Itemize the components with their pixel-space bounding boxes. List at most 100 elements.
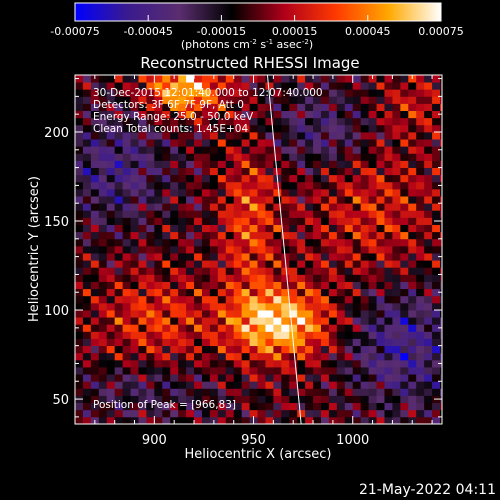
heatmap-cell xyxy=(154,124,163,133)
heatmap-cell xyxy=(416,395,425,404)
heatmap-cell xyxy=(305,367,314,375)
heatmap-cell xyxy=(408,210,417,218)
heatmap-cell xyxy=(114,217,124,225)
heatmap-cell xyxy=(122,402,131,411)
heatmap-cell xyxy=(225,345,235,354)
heatmap-cell xyxy=(273,267,282,275)
heatmap-cell xyxy=(162,181,171,190)
heatmap-cell xyxy=(130,153,139,161)
heatmap-cell xyxy=(336,302,346,311)
heatmap-cell xyxy=(122,416,131,424)
heatmap-cell xyxy=(408,167,417,176)
heatmap-cell xyxy=(162,117,171,126)
heatmap-cell xyxy=(328,224,338,233)
heatmap-cell xyxy=(178,103,187,112)
heatmap-cell xyxy=(194,153,203,161)
heatmap-cell xyxy=(328,317,338,325)
heatmap-cell xyxy=(305,416,314,424)
heatmap-cell xyxy=(257,331,266,339)
heatmap-cell xyxy=(368,217,377,225)
heatmap-cell xyxy=(257,153,266,161)
heatmap-cell xyxy=(265,274,274,282)
heatmap-cell xyxy=(376,89,385,97)
heatmap-cell xyxy=(257,281,266,290)
heatmap-cell xyxy=(289,210,298,218)
heatmap-cell xyxy=(384,359,393,368)
heatmap-cell xyxy=(352,388,362,396)
heatmap-cell xyxy=(241,131,250,140)
info-counts: Clean Total counts: 1.45E+04 xyxy=(93,123,248,135)
heatmap-cell xyxy=(376,146,385,154)
heatmap-cell xyxy=(257,374,266,382)
heatmap-cell xyxy=(130,160,139,168)
heatmap-cell xyxy=(289,381,298,389)
heatmap-cell xyxy=(98,96,108,104)
heatmap-cell xyxy=(376,210,385,218)
heatmap-cell xyxy=(209,117,219,126)
heatmap-cell xyxy=(201,139,211,147)
heatmap-cell xyxy=(98,188,108,197)
heatmap-cell xyxy=(416,131,425,140)
heatmap-cell xyxy=(432,238,441,247)
heatmap-cell xyxy=(336,188,346,197)
heatmap-cell xyxy=(432,231,441,240)
heatmap-cell xyxy=(154,103,163,112)
heatmap-cell xyxy=(146,75,155,83)
heatmap-cell xyxy=(392,245,401,254)
heatmap-cell xyxy=(352,196,362,204)
heatmap-cell xyxy=(249,338,258,347)
heatmap-cell xyxy=(424,174,433,183)
heatmap-cell xyxy=(432,260,441,268)
heatmap-cell xyxy=(138,367,147,375)
heatmap-cell xyxy=(178,231,187,240)
heatmap-cell xyxy=(82,317,92,325)
heatmap-cell xyxy=(130,317,139,325)
heatmap-cell xyxy=(146,117,155,126)
heatmap-cell xyxy=(400,374,409,382)
heatmap-cell xyxy=(249,402,258,411)
heatmap-cell xyxy=(344,117,354,126)
heatmap-cell xyxy=(336,245,346,254)
heatmap-cell xyxy=(400,274,409,282)
heatmap-cell xyxy=(273,131,282,140)
heatmap-cell xyxy=(352,75,362,83)
heatmap-cell xyxy=(392,238,401,247)
heatmap-cell xyxy=(273,188,282,197)
heatmap-cell xyxy=(352,267,362,275)
heatmap-cell xyxy=(138,139,147,147)
heatmap-cell xyxy=(217,274,227,282)
heatmap-cell xyxy=(233,395,243,404)
heatmap-image xyxy=(75,75,442,424)
heatmap-cell xyxy=(90,245,100,254)
heatmap-cell xyxy=(194,267,203,275)
heatmap-cell xyxy=(201,96,211,104)
heatmap-cell xyxy=(217,82,227,90)
heatmap-cell xyxy=(138,281,147,290)
heatmap-cell xyxy=(98,217,108,225)
heatmap-cell xyxy=(384,203,393,211)
heatmap-cell xyxy=(400,281,409,290)
heatmap-cell xyxy=(384,402,393,411)
heatmap-cell xyxy=(114,231,124,240)
heatmap-cell xyxy=(146,253,155,261)
heatmap-cell xyxy=(154,409,163,418)
heatmap-cell xyxy=(178,203,187,211)
heatmap-cell xyxy=(217,224,227,233)
heatmap-cell xyxy=(146,167,155,176)
heatmap-cell xyxy=(400,210,409,218)
heatmap-cell xyxy=(82,295,92,304)
heatmap-cell xyxy=(146,260,155,268)
heatmap-cell xyxy=(201,267,211,275)
heatmap-cell xyxy=(400,167,409,176)
heatmap-cell xyxy=(114,224,124,233)
heatmap-cell xyxy=(130,409,139,418)
heatmap-cell xyxy=(416,359,425,368)
heatmap-cell xyxy=(408,124,417,133)
heatmap-cell xyxy=(440,367,442,375)
heatmap-cell xyxy=(82,224,92,233)
heatmap-cell xyxy=(440,388,442,396)
heatmap-cell xyxy=(98,288,108,297)
heatmap-cell xyxy=(178,302,187,311)
heatmap-cell xyxy=(209,267,219,275)
heatmap-cell xyxy=(320,381,330,389)
